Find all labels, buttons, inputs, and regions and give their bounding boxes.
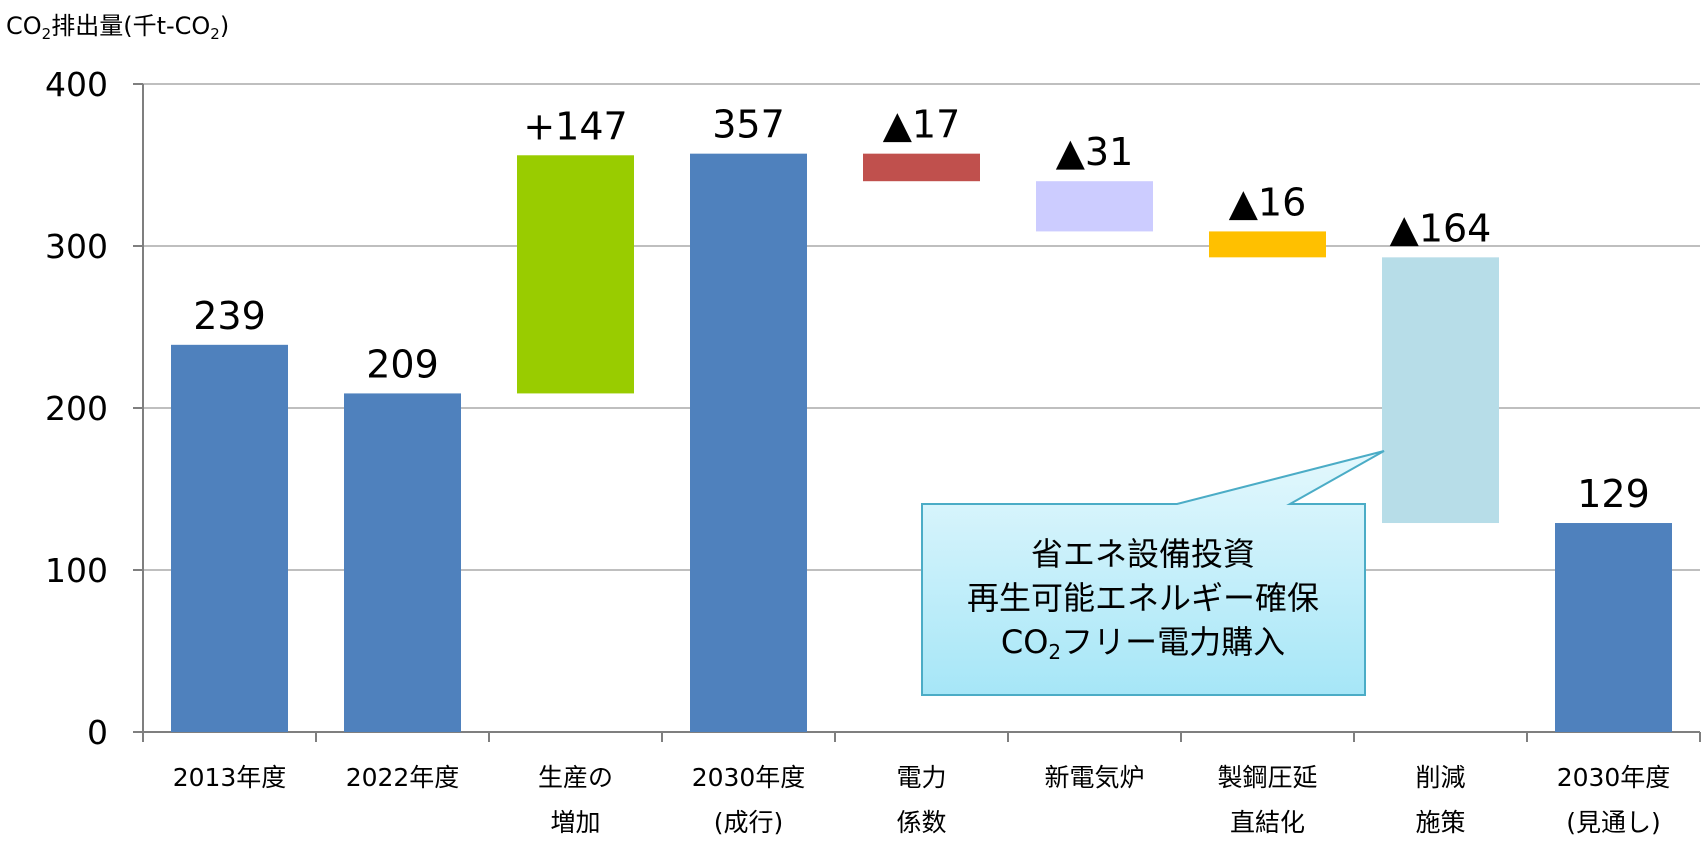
x-tick-label: 生産の xyxy=(538,763,613,792)
bar xyxy=(1555,523,1672,732)
x-tick-label: (成行) xyxy=(714,808,784,837)
y-tick-label: 200 xyxy=(45,389,108,428)
bar-value-label: 239 xyxy=(193,294,266,338)
bar xyxy=(1036,181,1153,232)
callout-line-2: 再生可能エネルギー確保 xyxy=(966,579,1319,617)
y-tick-label: 300 xyxy=(45,227,108,266)
y-tick-label: 400 xyxy=(45,65,108,104)
bar-value-labels: 239 209 +147 357 ▲17 ▲31 ▲16 ▲164 129 xyxy=(193,103,1650,516)
bar xyxy=(690,153,807,732)
bar-value-label: ▲16 xyxy=(1229,180,1307,224)
bar-value-label: 209 xyxy=(366,342,439,386)
x-tick-label: 製鋼圧延 xyxy=(1217,763,1317,792)
x-tick-label: (見通し) xyxy=(1566,808,1661,837)
bar-value-label: 129 xyxy=(1577,472,1650,516)
bar xyxy=(863,153,980,182)
bar xyxy=(344,393,461,732)
bar-value-label: ▲17 xyxy=(883,103,961,147)
x-tick-label: 電力 xyxy=(896,763,946,792)
bar-value-label: ▲164 xyxy=(1390,206,1492,250)
y-axis-label: CO2排出量(千t-CO2) xyxy=(6,12,230,43)
x-tick-label: 新電気炉 xyxy=(1044,763,1144,792)
bar xyxy=(171,344,288,732)
bar xyxy=(517,155,634,394)
callout-line-1: 省エネ設備投資 xyxy=(1030,535,1255,573)
x-tick-label: 2030年度 xyxy=(1557,763,1671,792)
x-tick-label: 2030年度 xyxy=(692,763,806,792)
callout-line-3: CO2フリー電力購入 xyxy=(1000,623,1286,664)
callout-text: 省エネ設備投資 再生可能エネルギー確保 CO2フリー電力購入 xyxy=(922,532,1364,664)
bar xyxy=(1382,257,1499,524)
x-tick-label: 増加 xyxy=(550,808,600,837)
bar xyxy=(1209,231,1326,258)
bars xyxy=(171,153,1672,732)
x-tick-label: 直結化 xyxy=(1230,808,1305,837)
y-tick-label: 100 xyxy=(45,551,108,590)
x-tick-label: 2022年度 xyxy=(346,763,460,792)
bar-value-label: 357 xyxy=(712,103,785,147)
bar-value-label: +147 xyxy=(523,104,627,148)
bar-value-label: ▲31 xyxy=(1056,130,1134,174)
x-tick-label: 係数 xyxy=(896,808,946,837)
y-tick-labels: 0 100 200 300 400 xyxy=(45,65,108,752)
x-tick-label: 施策 xyxy=(1415,808,1465,837)
x-tick-label: 削減 xyxy=(1415,763,1465,792)
y-tick-label: 0 xyxy=(87,713,108,752)
callout-box xyxy=(921,450,1385,696)
x-tick-label: 2013年度 xyxy=(173,763,287,792)
